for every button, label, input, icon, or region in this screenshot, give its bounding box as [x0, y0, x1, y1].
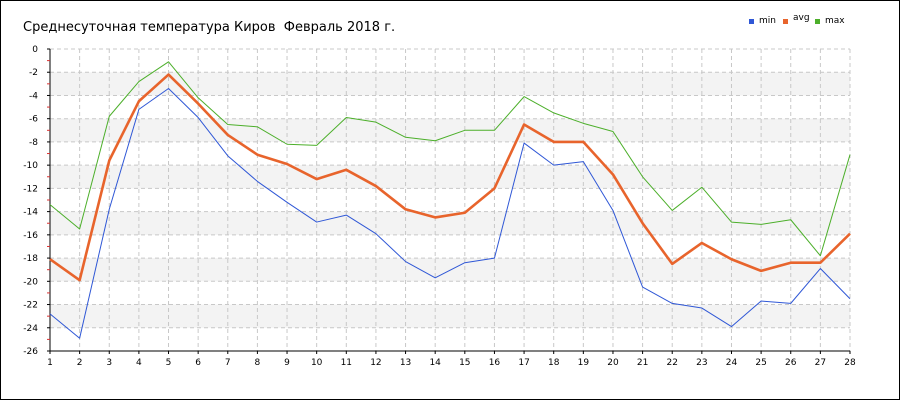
x-tick-label: 18	[548, 358, 560, 368]
x-tick-label: 1	[47, 358, 53, 368]
x-tick-label: 24	[726, 358, 738, 368]
x-tick-label: 14	[429, 358, 441, 368]
x-tick-label: 4	[136, 358, 142, 368]
grid-band	[50, 304, 850, 328]
x-tick-label: 10	[311, 358, 323, 368]
legend-swatch-min	[749, 19, 754, 24]
legend-label-avg: avg	[793, 13, 810, 23]
x-tick-label: 3	[106, 358, 112, 368]
grid-band	[50, 211, 850, 235]
x-tick-label: 12	[370, 358, 381, 368]
x-tick-label: 9	[284, 358, 290, 368]
x-tick-label: 22	[666, 358, 677, 368]
x-tick-label: 28	[844, 358, 856, 368]
grid-band	[50, 258, 850, 282]
y-tick-label: -26	[23, 347, 38, 357]
x-tick-label: 23	[696, 358, 707, 368]
x-tick-label: 5	[166, 358, 172, 368]
legend-label-min: min	[759, 16, 776, 26]
x-tick-label: 6	[195, 358, 201, 368]
x-tick-label: 17	[518, 358, 529, 368]
y-tick-label: -2	[29, 68, 38, 78]
x-tick-label: 19	[578, 358, 590, 368]
x-tick-label: 27	[815, 358, 826, 368]
x-tick-label: 13	[400, 358, 411, 368]
x-tick-label: 26	[785, 358, 797, 368]
x-tick-label: 8	[255, 358, 261, 368]
y-tick-label: -18	[23, 254, 38, 264]
x-tick-label: 15	[459, 358, 470, 368]
legend-swatch-avg	[783, 19, 788, 24]
y-tick-label: -16	[23, 231, 38, 241]
y-tick-label: 0	[32, 45, 38, 55]
y-tick-label: -20	[23, 277, 38, 287]
y-tick-label: -24	[23, 324, 38, 334]
y-tick-label: -22	[23, 301, 38, 311]
grid-band	[50, 165, 850, 189]
x-tick-label: 25	[755, 358, 766, 368]
series-line-avg	[49, 73, 851, 282]
x-tick-label: 20	[607, 358, 619, 368]
y-tick-label: -12	[23, 184, 38, 194]
y-tick-label: -10	[23, 161, 38, 171]
legend-label-max: max	[825, 16, 845, 26]
y-tick-label: -14	[23, 208, 38, 218]
x-tick-label: 21	[637, 358, 648, 368]
chart-title: Среднесуточная температура Киров Февраль…	[23, 20, 396, 35]
legend-swatch-max	[815, 19, 820, 24]
grid-band	[50, 118, 850, 142]
y-tick-label: -8	[29, 138, 38, 148]
series-line-max	[49, 61, 851, 257]
series-line-min	[49, 87, 851, 339]
grid-band	[50, 72, 850, 96]
x-tick-label: 16	[489, 358, 501, 368]
x-tick-label: 11	[341, 358, 352, 368]
y-tick-label: -6	[29, 115, 38, 125]
y-tick-label: -4	[29, 91, 38, 101]
x-tick-label: 2	[77, 358, 83, 368]
x-tick-label: 7	[225, 358, 231, 368]
